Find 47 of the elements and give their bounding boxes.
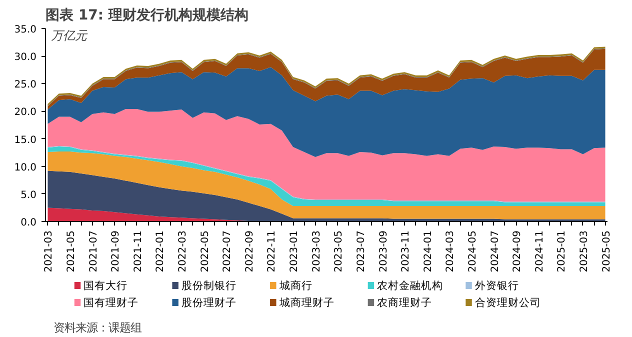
x-tick-label: 2021-09 [110, 230, 122, 272]
y-tick-label: 10.0 [14, 162, 36, 174]
x-tick-label: 2023-03 [311, 230, 322, 272]
y-tick-label: 20.0 [14, 107, 36, 118]
y-tick-label: 30.0 [14, 52, 36, 64]
x-tick-label: 2022-11 [266, 230, 278, 272]
x-tick-label: 2021-11 [132, 230, 144, 272]
x-tick-label: 2024-01 [422, 230, 434, 272]
x-tick-label: 2023-11 [400, 230, 412, 272]
x-tick-label: 2025-01 [556, 230, 568, 272]
x-tick-label: 2025-05 [601, 230, 612, 272]
x-tick-label: 2021-05 [66, 230, 78, 272]
x-tick-label: 2022-01 [155, 230, 166, 272]
legend-label: 国有理财子 [84, 296, 139, 309]
x-tick-label: 2025-03 [578, 230, 590, 272]
legend-label: 外资银行 [475, 279, 520, 292]
x-tick-label: 2023-01 [289, 230, 300, 272]
y-tick-label: 15.0 [14, 134, 36, 146]
x-tick-label: 2023-09 [378, 230, 390, 272]
x-tick-label: 2024-11 [534, 230, 546, 272]
x-tick-label: 2022-05 [200, 230, 211, 272]
legend-label: 股份制银行 [182, 279, 237, 292]
legend-label: 农商理财子 [377, 296, 432, 309]
legend-label: 城商理财子 [278, 296, 334, 309]
x-tick-label: 2023-07 [356, 230, 367, 272]
legend-label: 城商行 [278, 279, 312, 292]
x-tick-label: 2024-07 [490, 230, 501, 272]
text: 资料来源：课题组 [54, 320, 142, 334]
x-tick-label: 2024-05 [467, 230, 478, 272]
x-tick-label: 2024-09 [512, 230, 524, 272]
legend-label: 国有大行 [84, 279, 128, 292]
legend-label: 农村金融机构 [377, 279, 444, 292]
x-tick-label: 2022-03 [178, 230, 189, 272]
legend-label: 合资理财公司 [475, 296, 542, 309]
chart-title: 图表 17: 理财发行机构规模结构 [46, 8, 248, 24]
x-tick-label: 2021-07 [88, 230, 100, 272]
y-tick-label: 5.0 [20, 190, 37, 201]
x-tick-label: 2023-05 [334, 230, 345, 272]
y-axis-title: 万亿元 [51, 28, 88, 42]
x-tick-label: 2022-09 [244, 230, 256, 272]
x-tick-label: 2022-07 [222, 230, 234, 272]
x-tick-label: 2024-03 [445, 230, 456, 272]
legend-label: 股份理财子 [182, 296, 237, 309]
y-tick-label: 0.0 [20, 218, 37, 228]
y-tick-label: 25.0 [14, 80, 36, 91]
y-tick-label: 35.0 [14, 24, 36, 36]
x-tick-label: 2021-03 [44, 230, 55, 272]
